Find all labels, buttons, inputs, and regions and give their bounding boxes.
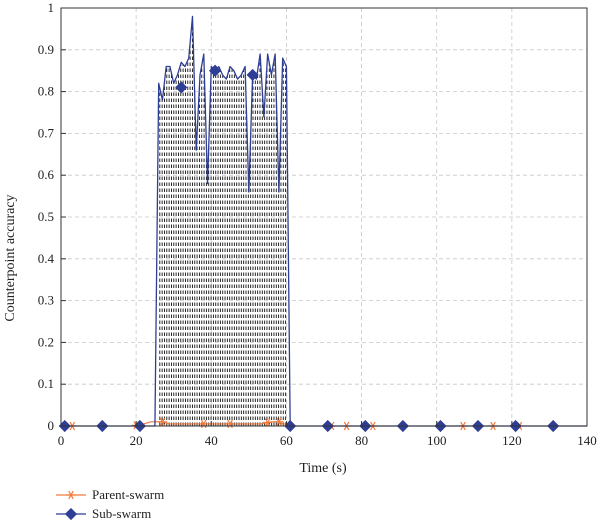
asterisk-stroke (201, 419, 207, 429)
x-tick-label: 20 (130, 433, 143, 448)
legend-entry-parent-swarm: Parent-swarm (56, 487, 164, 502)
marker-parent-swarm (274, 417, 284, 427)
y-tick-label: 0 (48, 418, 55, 433)
y-tick-label: 0.6 (38, 167, 55, 182)
legend-entry-sub-swarm: Sub-swarm (56, 506, 151, 521)
grid (61, 8, 587, 426)
x-tick-label: 120 (502, 433, 522, 448)
legend: Parent-swarm Sub-swarm (56, 487, 164, 521)
line-sub-swarm (61, 15, 587, 427)
y-tick-label: 0.7 (38, 125, 55, 140)
y-tick-label: 0.2 (38, 334, 54, 349)
x-tick-label: 0 (58, 433, 65, 448)
y-tick-label: 1 (48, 0, 55, 15)
marker-parent-swarm (199, 419, 209, 429)
asterisk-stroke (68, 490, 74, 500)
y-axis-label: Counterpoint accuracy (3, 194, 18, 321)
legend-asterisk (66, 490, 76, 500)
marker-parent-swarm (225, 419, 235, 429)
y-tick-label: 0.9 (38, 42, 54, 57)
y-tick-label: 0.4 (38, 251, 55, 266)
x-tick-label: 40 (205, 433, 218, 448)
x-axis-label: Time (s) (299, 461, 347, 476)
marker-parent-swarm (157, 417, 167, 427)
hatch-lines (159, 17, 287, 426)
x-tick-label: 60 (280, 433, 293, 448)
x-tick-label: 100 (427, 433, 447, 448)
marker-sub-swarm (175, 81, 188, 94)
asterisk-stroke (227, 419, 233, 429)
asterisk-stroke (159, 417, 166, 427)
series-sub-swarm (58, 15, 587, 433)
legend-marker-parent-swarm (66, 490, 76, 500)
tick-labels: 0 20 40 60 80 100 120 140 0 0.1 0.2 0.3 0.4 0.5 0.6 0.7… (38, 0, 597, 448)
y-tick-label: 0.8 (38, 84, 54, 99)
marker-sub-swarm (208, 64, 222, 77)
y-tick-label: 0.3 (38, 293, 54, 308)
series-layer (58, 15, 587, 433)
asterisk-stroke (264, 418, 271, 427)
legend-diamond (64, 507, 78, 521)
x-tick-label: 140 (577, 433, 597, 448)
marker-parent-swarm (263, 418, 273, 427)
x-tick-label: 80 (355, 433, 368, 448)
legend-label-sub-swarm: Sub-swarm (92, 506, 151, 521)
y-tick-label: 0.1 (38, 376, 54, 391)
asterisk-stroke (276, 417, 282, 427)
legend-marker-sub-swarm (64, 507, 78, 521)
marker-sub-swarm (246, 68, 259, 81)
legend-label-parent-swarm: Parent-swarm (92, 487, 164, 502)
axes (60, 7, 588, 427)
y-tick-label: 0.5 (38, 209, 54, 224)
